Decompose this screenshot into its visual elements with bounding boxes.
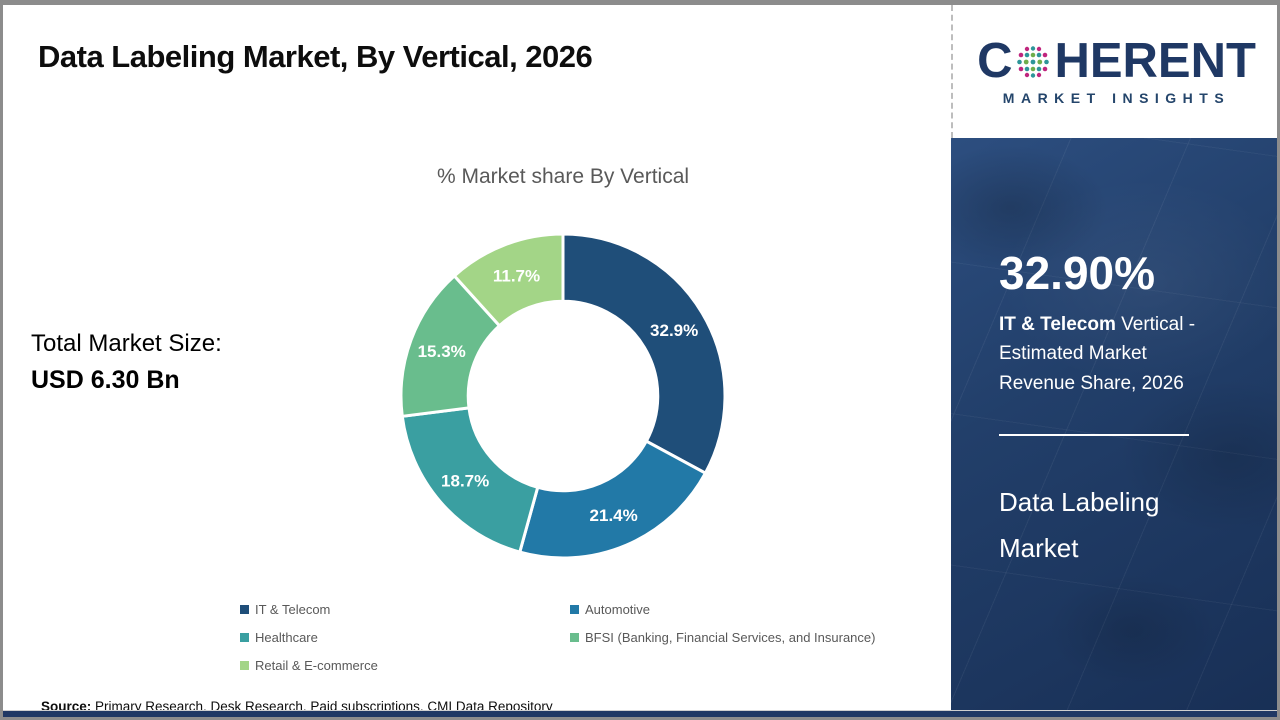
donut-slice-label: 15.3% [418,342,466,361]
highlight-sidebar: 32.90% IT & Telecom Vertical - Estimated… [951,138,1277,717]
legend-item-it-telecom[interactable]: IT & Telecom [240,602,330,617]
donut-slice-label: 18.7% [441,472,489,491]
logo-wordmark: C HERENT [977,37,1256,86]
headline-stat-description: IT & Telecom Vertical - Estimated Market… [999,310,1217,398]
page-title: Data Labeling Market, By Vertical, 2026 [38,39,593,74]
legend-label: Automotive [585,602,651,617]
stat-vertical-name: IT & Telecom [999,314,1116,335]
legend-swatch-bfsi [570,633,579,642]
donut-slice-automotive[interactable] [517,439,708,560]
legend-swatch-retail [240,661,249,670]
total-market-value: USD 6.30 Bn [31,366,180,394]
logo-letter-c: C [977,34,1013,88]
legend-item-retail[interactable]: Retail & E-commerce [240,658,378,673]
logo-subtitle: MARKET INSIGHTS [1002,90,1231,106]
chart-title: % Market share By Vertical [436,165,690,188]
legend-swatch-healthcare [240,633,249,642]
legend-label: IT & Telecom [255,602,331,617]
legend-label: Healthcare [255,630,318,645]
stat-description-rest: Vertical - Estimated Market Revenue Shar… [999,314,1196,394]
donut-slice-label: 32.9% [650,321,698,340]
bottom-accent-bar [3,710,1277,717]
headline-stat-value: 32.90% [999,247,1156,299]
report-name: Data Labeling Market [999,487,1160,563]
company-logo: C HERENT MARKET INSIGHTS [951,5,1277,138]
total-market-label: Total Market Size: [31,330,222,357]
legend-item-bfsi[interactable]: BFSI (Banking, Financial Services, and I… [570,630,875,645]
donut-slice-it-telecom[interactable] [561,232,727,476]
logo-letters-rest: HERENT [1054,34,1256,88]
donut-slice-label: 21.4% [590,506,638,525]
donut-chart: 32.9% 21.4% 18.7% 15.3% 11.7% [391,224,735,568]
legend-label: BFSI (Banking, Financial Services, and I… [585,630,876,645]
legend-item-healthcare[interactable]: Healthcare [240,630,318,645]
donut-slice-label: 11.7% [493,266,540,285]
legend-label: Retail & E-commerce [255,658,378,673]
globe-dots-icon [1017,45,1050,78]
sidebar-divider [999,434,1189,437]
total-market-size: Total Market Size: USD 6.30 Bn [31,330,222,395]
legend-swatch-automotive [570,605,579,614]
donut-slice-retail-e-commerce[interactable] [452,232,565,328]
legend-item-automotive[interactable]: Automotive [570,602,650,617]
legend-swatch-it-telecom [240,605,249,614]
